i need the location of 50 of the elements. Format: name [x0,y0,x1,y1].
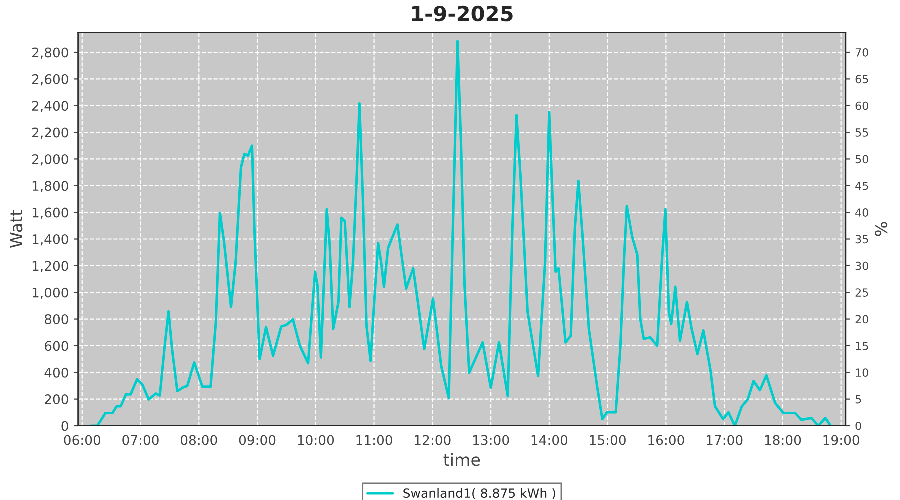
y2-tick-label: 30 [856,262,868,270]
y2-tick-label: 10 [856,368,868,378]
y-tick-label: 1,600 [32,208,68,220]
y2-tick-label: 50 [856,155,868,164]
x-tick-label: 10:00 [298,435,334,446]
legend-label: Swanland1( 8.875 kWh ) [404,488,556,500]
chart-title: 1-9-2025 [412,6,513,22]
x-tick-label: 14:00 [532,435,568,446]
y-tick-label: 1,200 [32,261,68,272]
y-tick-label: 400 [44,368,68,378]
x-tick-label: 18:00 [765,435,802,446]
y-tick-label: 1,400 [32,234,68,246]
y-tick-label: 2,200 [32,128,68,140]
y-tick-label: 2,400 [32,101,68,112]
y-tick-label: 600 [45,341,68,352]
y-tick-label: 2,600 [32,74,68,86]
y2-tick-label: 15 [856,342,868,350]
y2-tick-label: 60 [856,102,868,110]
y2-tick-label: 0 [856,422,862,430]
y-tick-label: 0 [62,421,68,432]
x-tick-label: 11:00 [356,435,392,446]
y2-tick-label: 65 [856,75,868,84]
y2-tick-label: 20 [856,315,868,324]
y-tick-label: 1,000 [32,288,68,300]
line-series [90,40,832,426]
y2-tick-label: 35 [856,235,868,244]
y-tick-label: 1,800 [32,181,68,192]
y2-tick-label: 25 [856,288,868,297]
x-tick-label: 15:00 [590,435,626,446]
y2-tick-label: 40 [856,208,868,217]
x-tick-label: 07:00 [122,435,159,446]
y-tick-label: 200 [45,394,68,405]
x-tick-label: 06:00 [64,435,101,446]
x-tick-label: 13:00 [473,435,510,446]
y-tick-label: 2,800 [32,48,68,60]
y2-tick-label: 45 [856,182,868,190]
x-tick-label: 19:00 [824,435,860,446]
y2-tick-label: 55 [856,128,868,137]
y-tick-label: 800 [44,314,68,324]
x-axis-title: time [444,453,480,466]
x-tick-label: 12:00 [415,435,451,446]
y-axis-title: Watt [10,210,23,248]
y2-tick-label: 5 [856,395,862,404]
y2-tick-label: 70 [856,48,868,57]
y2-axis-title: % [875,222,888,236]
x-tick-label: 09:00 [239,435,276,446]
x-tick-label: 17:00 [707,435,743,446]
x-tick-label: 16:00 [648,435,684,446]
x-tick-label: 08:00 [181,435,218,446]
y-tick-label: 2,000 [32,154,68,166]
